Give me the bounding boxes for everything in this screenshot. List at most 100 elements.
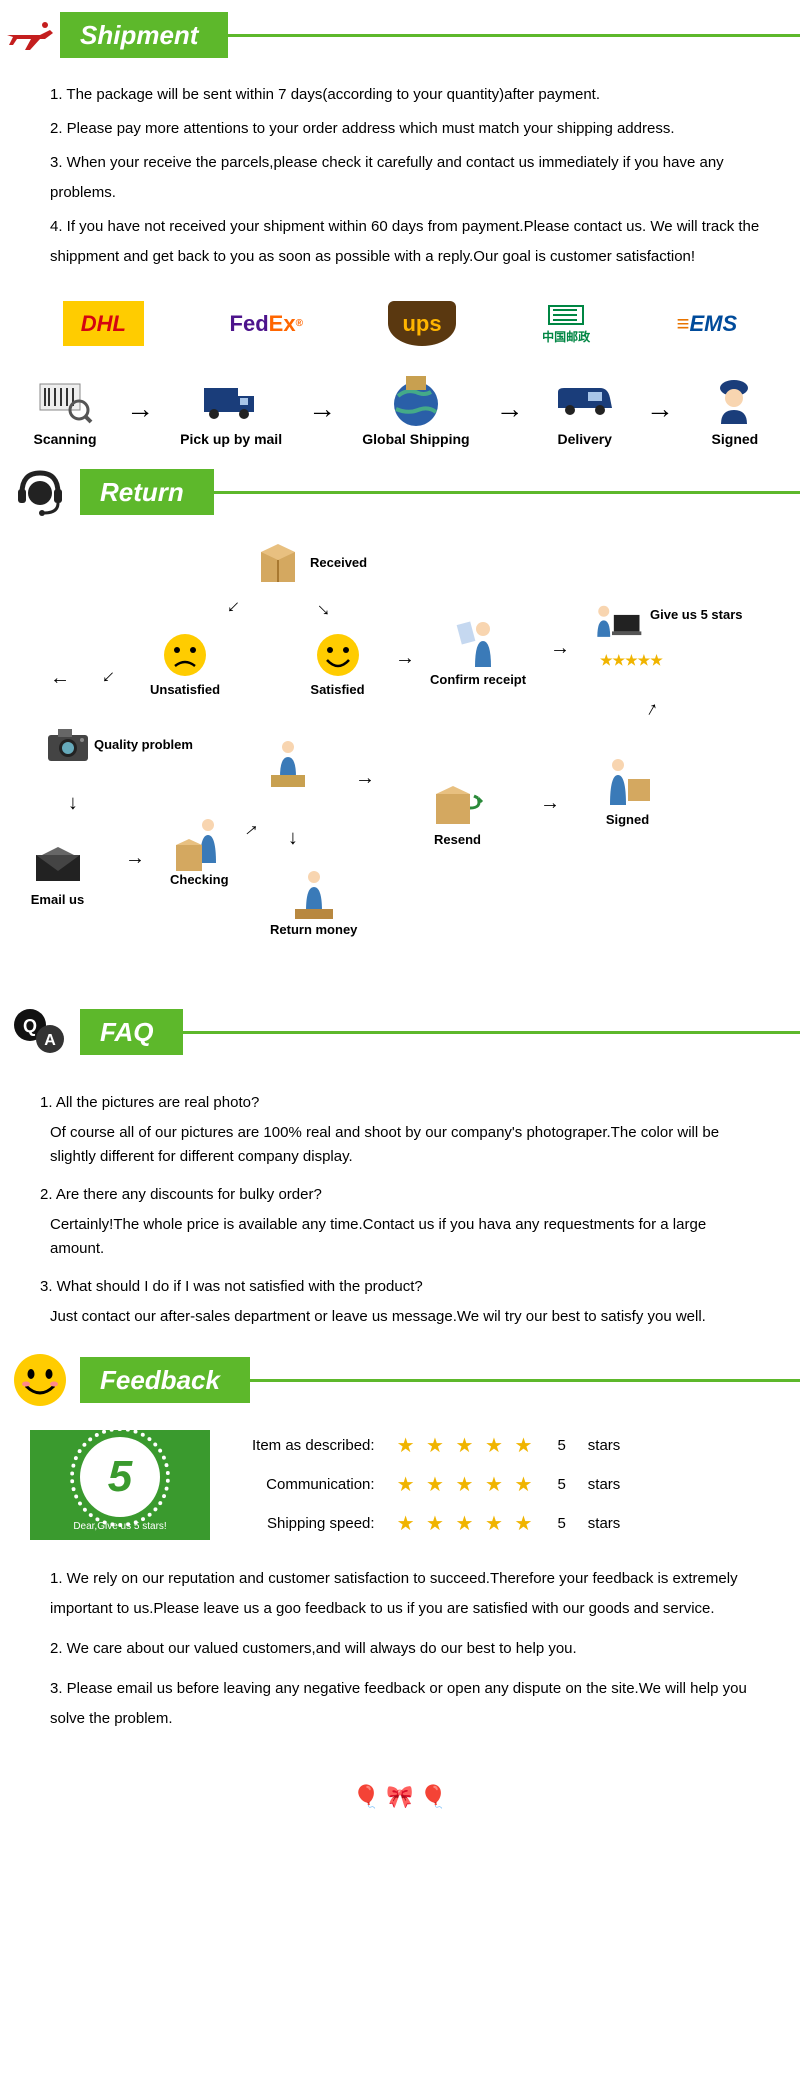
shipment-item: 1. The package will be sent within 7 day… (50, 80, 760, 110)
arrow-icon: → (310, 593, 340, 623)
arrow-icon: → (220, 593, 250, 623)
carrier-dhl: DHL (63, 301, 144, 346)
node-email: Email us (30, 837, 85, 907)
camera-icon (40, 717, 95, 772)
faq-question: 2. Are there any discounts for bulky ord… (40, 1183, 760, 1207)
balloon-icon: 🎈 (353, 1784, 380, 1809)
ratings-table: Item as described: ★ ★ ★ ★ ★ 5 stars Com… (240, 1425, 632, 1544)
faq-header: QA FAQ (0, 1007, 800, 1057)
carrier-ems: ≡EMS (677, 301, 738, 346)
flow-label: Scanning (33, 431, 96, 447)
faq-body: 1. All the pictures are real photo? Of c… (0, 1067, 800, 1345)
rating-stars: ★ ★ ★ ★ ★ (387, 1427, 546, 1464)
rating-unit: stars (578, 1505, 631, 1542)
faq-question: 3. What should I do if I was not satisfi… (40, 1275, 760, 1299)
arrow-icon: → (308, 393, 336, 425)
carrier-row: DHL FedEx® ups 中国邮政 ≡EMS (0, 286, 800, 361)
header-line (183, 1031, 800, 1034)
node-label: Unsatisfied (150, 682, 220, 697)
flow-label: Global Shipping (362, 431, 469, 447)
feedback-item: 2. We care about our valued customers,an… (50, 1634, 760, 1664)
arrow-icon: → (550, 637, 570, 660)
arrow-icon: ← (50, 667, 70, 690)
node-received: Received (250, 537, 305, 592)
shipment-item: 4. If you have not received your shipmen… (50, 212, 760, 272)
feedback-title: Feedback (80, 1357, 250, 1403)
rating-stars: ★ ★ ★ ★ ★ (387, 1505, 546, 1542)
feedback-item: 1. We rely on our reputation and custome… (50, 1564, 760, 1624)
person-cap-icon (700, 371, 770, 431)
airplane-icon (0, 10, 60, 60)
smile-icon (0, 1355, 80, 1405)
faq-answer: Of course all of our pictures are 100% r… (50, 1121, 760, 1169)
shipment-body: 1. The package will be sent within 7 day… (0, 70, 800, 286)
shipment-title: Shipment (60, 12, 228, 58)
badge-number: 5 (80, 1437, 160, 1517)
rating-label: Communication: (242, 1466, 385, 1503)
node-confirm: Confirm receipt (430, 617, 526, 687)
five-star-badge: 5 Dear,Give us 5 stars! (30, 1430, 210, 1540)
node-label: Email us (31, 892, 84, 907)
person-money-icon (286, 867, 341, 922)
node-label: Checking (170, 872, 229, 887)
faq-answer: Certainly!The whole price is available a… (50, 1213, 760, 1261)
node-label: Satisfied (310, 682, 364, 697)
flow-label: Pick up by mail (180, 431, 282, 447)
rating-value: 5 (547, 1505, 575, 1542)
flow-label: Signed (712, 431, 759, 447)
carrier-fedex: FedEx® (230, 301, 303, 346)
flow-scanning: Scanning (30, 371, 100, 447)
node-checking: Checking (170, 817, 229, 887)
person-box-icon (600, 757, 655, 812)
feedback-body: 1. We rely on our reputation and custome… (0, 1554, 800, 1774)
feedback-header: Feedback (0, 1355, 800, 1405)
node-resend: Resend (430, 777, 485, 847)
feedback-ratings-row: 5 Dear,Give us 5 stars! Item as describe… (0, 1415, 800, 1554)
rating-row: Communication: ★ ★ ★ ★ ★ 5 stars (242, 1466, 630, 1503)
carrier-ups: ups (388, 301, 455, 346)
footer-decoration: 🎈 🎀 🎈 (0, 1774, 800, 1830)
arrow-icon: → (355, 767, 375, 790)
person-receipt-icon (451, 617, 506, 672)
arrow-icon: → (64, 794, 87, 814)
box-resend-icon (430, 777, 485, 832)
shipment-header: Shipment (0, 10, 800, 60)
arrow-icon: → (126, 393, 154, 425)
person-checking-icon (172, 817, 227, 872)
shipping-flow: Scanning → Pick up by mail → Global Ship… (0, 361, 800, 457)
faq-answer: Just contact our after-sales department … (50, 1305, 760, 1329)
rating-label: Shipping speed: (242, 1505, 385, 1542)
rating-label: Item as described: (242, 1427, 385, 1464)
flow-label: Delivery (557, 431, 611, 447)
rating-row: Item as described: ★ ★ ★ ★ ★ 5 stars (242, 1427, 630, 1464)
stars-icon: ★★★★★ (600, 652, 663, 669)
sad-face-icon (158, 627, 213, 682)
qa-icon: QA (0, 1007, 80, 1057)
node-return-money: Return money (270, 867, 357, 937)
node-label: Give us 5 stars (650, 607, 743, 622)
bow-icon: 🎀 (386, 1784, 413, 1809)
truck-icon (196, 371, 266, 431)
node-satisfied: Satisfied (310, 627, 365, 697)
envelope-icon (30, 837, 85, 892)
return-title: Return (80, 469, 214, 515)
van-icon (550, 371, 620, 431)
header-line (228, 34, 800, 37)
box-icon (250, 537, 305, 592)
person-desk-icon (260, 737, 315, 792)
header-line (214, 491, 800, 494)
happy-face-icon (310, 627, 365, 682)
faq-question: 1. All the pictures are real photo? (40, 1091, 760, 1115)
balloon-icon: 🎈 (420, 1784, 447, 1809)
rating-unit: stars (578, 1466, 631, 1503)
node-label: Quality problem (94, 737, 193, 752)
arrow-icon: → (540, 792, 560, 815)
barcode-icon (30, 371, 100, 431)
node-label: Signed (606, 812, 649, 827)
laptop-person-icon (590, 597, 645, 652)
faq-title: FAQ (80, 1009, 183, 1055)
arrow-icon: → (635, 694, 665, 723)
arrow-icon: → (646, 393, 674, 425)
arrow-icon: → (395, 647, 415, 670)
node-quality: Quality problem (40, 717, 95, 772)
